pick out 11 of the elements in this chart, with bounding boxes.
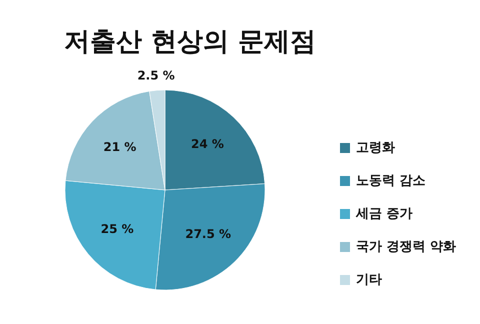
- data-label: 27.5 %: [185, 226, 232, 241]
- data-label: 25 %: [100, 222, 134, 236]
- legend-label: 기타: [356, 272, 382, 288]
- legend-label: 노동력 감소: [356, 174, 426, 189]
- chart-title: 저출산 현상의 문제점: [64, 27, 316, 57]
- legend-label: 국가 경쟁력 약화: [356, 240, 456, 255]
- legend-label: 세금 증가: [355, 206, 413, 222]
- legend-label: 고령화: [356, 140, 395, 156]
- data-label: 21 %: [103, 140, 136, 154]
- data-label: 2.5 %: [137, 68, 175, 83]
- data-label: 24 %: [190, 137, 224, 152]
